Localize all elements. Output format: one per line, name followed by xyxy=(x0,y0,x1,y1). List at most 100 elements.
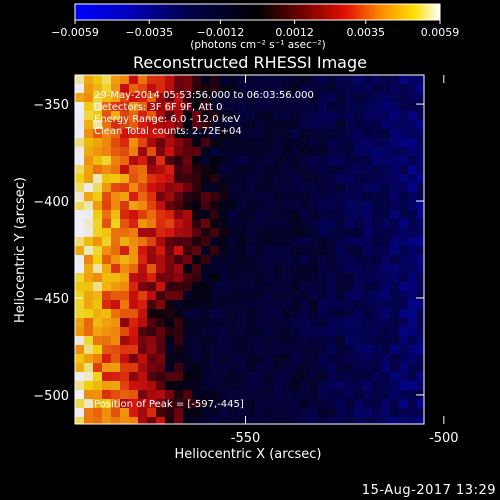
heatmap-cell xyxy=(327,354,336,363)
heatmap-cell xyxy=(291,327,300,336)
heatmap-cell xyxy=(408,336,417,345)
heatmap-cell xyxy=(120,300,129,309)
heatmap-cell xyxy=(264,102,273,111)
heatmap-cell xyxy=(300,183,309,192)
heatmap-cell xyxy=(255,93,264,102)
heatmap-cell xyxy=(111,336,120,345)
heatmap-cell xyxy=(327,183,336,192)
heatmap-cell xyxy=(417,183,424,192)
heatmap-cell xyxy=(282,390,291,399)
heatmap-cell xyxy=(165,399,174,408)
heatmap-cell xyxy=(273,93,282,102)
heatmap-cell xyxy=(165,363,174,372)
heatmap-cell xyxy=(363,327,372,336)
heatmap-cell xyxy=(120,75,129,84)
heatmap-cell xyxy=(75,147,84,156)
heatmap-cell xyxy=(156,318,165,327)
heatmap-cell xyxy=(300,399,309,408)
heatmap-cell xyxy=(318,255,327,264)
heatmap-cell xyxy=(129,165,138,174)
heatmap-cell xyxy=(84,75,93,84)
heatmap-cell xyxy=(291,111,300,120)
heatmap-cell xyxy=(93,318,102,327)
heatmap-cell xyxy=(381,174,390,183)
heatmap-cell xyxy=(372,327,381,336)
heatmap-cell xyxy=(327,291,336,300)
heatmap-cell xyxy=(336,102,345,111)
heatmap-cell xyxy=(408,327,417,336)
heatmap-cell xyxy=(255,165,264,174)
heatmap-cell xyxy=(201,318,210,327)
heatmap-cell xyxy=(318,219,327,228)
heatmap-cell xyxy=(228,318,237,327)
heatmap-cell xyxy=(282,192,291,201)
heatmap-cell xyxy=(183,246,192,255)
heatmap-cell xyxy=(327,228,336,237)
heatmap-cell xyxy=(165,282,174,291)
heatmap-cell xyxy=(318,165,327,174)
heatmap-cell xyxy=(417,120,424,129)
heatmap-cell xyxy=(111,372,120,381)
heatmap-cell xyxy=(138,75,147,84)
heatmap-cell xyxy=(201,327,210,336)
heatmap-cell xyxy=(183,192,192,201)
heatmap-cell xyxy=(192,129,201,138)
heatmap-cell xyxy=(408,273,417,282)
heatmap-cell xyxy=(381,372,390,381)
heatmap-cell xyxy=(372,93,381,102)
heatmap-cell xyxy=(336,192,345,201)
heatmap-cell xyxy=(174,201,183,210)
heatmap-cell xyxy=(282,120,291,129)
heatmap-cell xyxy=(408,372,417,381)
heatmap-cell xyxy=(408,174,417,183)
heatmap-cell xyxy=(417,291,424,300)
heatmap-cell xyxy=(138,291,147,300)
heatmap-cell xyxy=(102,318,111,327)
heatmap-cell xyxy=(93,219,102,228)
heatmap-cell xyxy=(183,417,192,424)
heatmap-cell xyxy=(381,183,390,192)
heatmap-cell xyxy=(273,354,282,363)
heatmap-cell xyxy=(156,75,165,84)
heatmap-cell xyxy=(228,138,237,147)
heatmap-cell xyxy=(102,219,111,228)
heatmap-cell xyxy=(156,111,165,120)
heatmap-cell xyxy=(417,147,424,156)
heatmap-cell xyxy=(156,336,165,345)
heatmap-cell xyxy=(165,120,174,129)
heatmap-cell xyxy=(210,246,219,255)
heatmap-cell xyxy=(390,201,399,210)
heatmap-cell xyxy=(399,93,408,102)
heatmap-cell xyxy=(84,165,93,174)
heatmap-cell xyxy=(165,219,174,228)
heatmap-cell xyxy=(192,381,201,390)
heatmap-cell xyxy=(390,237,399,246)
heatmap-cell xyxy=(228,381,237,390)
heatmap-cell xyxy=(345,93,354,102)
heatmap-cell xyxy=(336,219,345,228)
heatmap-cell xyxy=(318,390,327,399)
heatmap-cell xyxy=(165,273,174,282)
heatmap-cell xyxy=(309,93,318,102)
heatmap-cell xyxy=(102,372,111,381)
heatmap-cell xyxy=(120,111,129,120)
heatmap-cell xyxy=(327,399,336,408)
heatmap-cell xyxy=(417,381,424,390)
heatmap-cell xyxy=(237,273,246,282)
heatmap-cell xyxy=(111,408,120,417)
heatmap-cell xyxy=(399,201,408,210)
heatmap-cell xyxy=(237,75,246,84)
heatmap-cell xyxy=(138,138,147,147)
heatmap-cell xyxy=(192,264,201,273)
heatmap-cell xyxy=(237,282,246,291)
y-tick-label: −500 xyxy=(33,389,69,404)
heatmap-cell xyxy=(93,138,102,147)
heatmap-cell xyxy=(192,354,201,363)
heatmap-cell xyxy=(201,291,210,300)
heatmap-cell xyxy=(318,93,327,102)
heatmap-cell xyxy=(84,291,93,300)
heatmap-cell xyxy=(147,273,156,282)
heatmap-cell xyxy=(354,120,363,129)
heatmap-cell xyxy=(345,219,354,228)
heatmap-cell xyxy=(381,345,390,354)
